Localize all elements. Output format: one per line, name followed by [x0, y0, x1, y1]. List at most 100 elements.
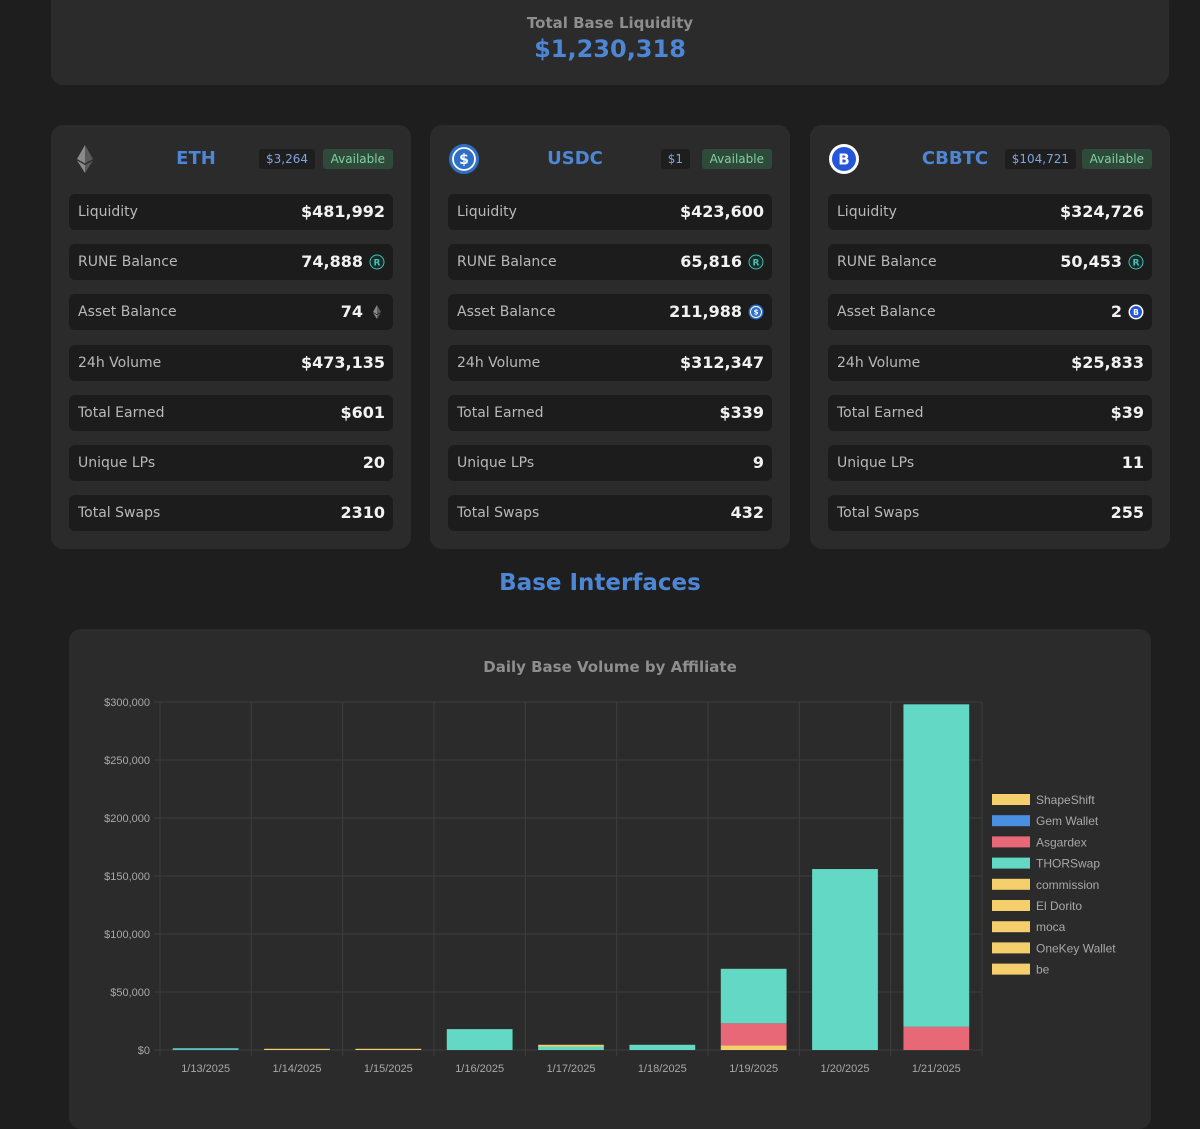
bar-segment — [538, 1044, 604, 1047]
legend-swatch — [992, 900, 1030, 911]
stat-label: Unique LPs — [78, 455, 156, 471]
stat-row: Liquidity $324,726 — [828, 194, 1152, 230]
stat-row: Total Earned $601 — [69, 394, 393, 431]
status-badge: Available — [322, 149, 393, 169]
stat-label: Liquidity — [457, 204, 517, 220]
bar-segment — [720, 1023, 787, 1046]
x-tick-label: 1/18/2025 — [638, 1063, 687, 1075]
stat-label: Asset Balance — [837, 304, 936, 321]
rune-icon: R — [748, 254, 764, 270]
stat-row: Total Earned $39 — [828, 394, 1152, 431]
svg-text:R: R — [753, 259, 760, 269]
stat-value: 65,816 — [680, 252, 742, 272]
stat-label: 24h Volume — [78, 354, 162, 371]
stat-value: 255 — [1110, 503, 1144, 523]
svg-text:B: B — [838, 151, 849, 169]
stat-label: Asset Balance — [78, 304, 177, 321]
stat-value: 2310 — [340, 503, 385, 523]
bar-segment — [172, 1048, 239, 1050]
legend-label: OneKey Wallet — [1036, 941, 1116, 955]
x-tick-label: 1/21/2025 — [912, 1063, 961, 1075]
cbbtc-icon: B — [828, 143, 860, 175]
legend-swatch — [992, 794, 1030, 805]
stat-label: RUNE Balance — [837, 254, 937, 271]
legend-swatch — [992, 836, 1030, 848]
stat-label: Total Earned — [457, 404, 544, 421]
y-tick-label: $200,000 — [104, 813, 150, 825]
bar-segment — [629, 1044, 696, 1050]
legend-swatch — [992, 815, 1030, 827]
bar-segment — [538, 1046, 604, 1050]
svg-text:$: $ — [459, 152, 469, 168]
legend-swatch — [992, 857, 1030, 869]
stat-label: Total Earned — [78, 404, 165, 421]
stat-label: RUNE Balance — [78, 254, 178, 271]
chart-card: Daily Base Volume by Affiliate $0 $50,000… — [69, 629, 1151, 1129]
pool-price-badge: $104,721 — [1004, 149, 1076, 169]
stat-value: 432 — [730, 503, 764, 523]
stat-label: Total Earned — [837, 404, 924, 421]
stat-label: Unique LPs — [837, 455, 915, 471]
daily-volume-chart: $0 $50,000 $100,000 $150,000 $200,000 $250,00… — [104, 697, 1116, 1075]
legend-label: THORSwap — [1036, 857, 1100, 871]
total-liquidity-label: Total Base Liquidity — [526, 14, 694, 32]
pool-card-header: B CBBTC $104,721 Available — [828, 141, 1152, 177]
legend-label: El Dorito — [1036, 899, 1082, 913]
stat-value: 20 — [362, 453, 385, 472]
section-title: Base Interfaces — [499, 570, 701, 596]
legend-label: Gem Wallet — [1036, 814, 1099, 828]
stat-value: 211,988 — [669, 302, 742, 322]
svg-text:R: R — [1133, 259, 1140, 269]
chart-title: Daily Base Volume by Affiliate — [483, 658, 737, 676]
stat-value: $312,347 — [679, 352, 764, 372]
stat-label: Total Swaps — [837, 505, 920, 522]
rune-icon: R — [1128, 254, 1144, 270]
pool-price-badge: $3,264 — [259, 149, 315, 169]
pool-card-usdc: $ USDC $1 Available Liquidity $423,600 R… — [430, 125, 790, 549]
x-tick-label: 1/17/2025 — [547, 1063, 596, 1075]
stat-value: $601 — [340, 402, 385, 422]
rune-icon: R — [369, 254, 385, 270]
stat-value: $25,833 — [1071, 352, 1144, 372]
x-tick-label: 1/13/2025 — [181, 1063, 230, 1075]
bar-segment — [720, 968, 787, 1024]
legend-swatch — [992, 921, 1030, 933]
svg-text:$: $ — [754, 309, 759, 317]
cbbtc-icon: B — [1128, 304, 1144, 320]
stat-row: RUNE Balance 65,816 R — [448, 244, 772, 281]
stat-value: 74,888 — [301, 252, 363, 272]
eth-icon — [369, 304, 385, 320]
svg-text:B: B — [1133, 308, 1139, 317]
stat-value: 9 — [752, 453, 764, 472]
stat-row: Asset Balance 74 — [69, 294, 393, 331]
stat-row: Total Swaps 432 — [448, 495, 772, 532]
stat-row: Total Swaps 255 — [828, 495, 1152, 532]
stat-label: Total Swaps — [78, 505, 161, 522]
stat-value: $324,726 — [1059, 202, 1144, 221]
stat-row: Total Earned $339 — [448, 394, 772, 431]
bar-segment — [812, 869, 878, 1050]
stat-value: $481,992 — [300, 202, 385, 221]
stat-row: Liquidity $481,992 — [69, 194, 393, 230]
stat-row: 24h Volume $25,833 — [828, 344, 1152, 381]
y-tick-label: $50,000 — [110, 987, 150, 999]
pool-price-badge: $1 — [660, 149, 690, 169]
bar-segment — [264, 1048, 330, 1050]
stat-row: Asset Balance 211,988 $ — [448, 294, 772, 331]
x-tick-label: 1/19/2025 — [729, 1063, 778, 1075]
svg-text:R: R — [374, 259, 381, 269]
legend-swatch — [992, 963, 1030, 975]
bar-segment — [446, 1029, 513, 1050]
pool-name: CBBTC — [921, 148, 989, 169]
total-liquidity-value: $1,230,318 — [534, 35, 686, 63]
stat-row: Asset Balance 2 B — [828, 294, 1152, 331]
stat-label: 24h Volume — [457, 354, 541, 371]
stat-row: 24h Volume $312,347 — [448, 344, 772, 381]
stat-value: 11 — [1121, 453, 1144, 472]
stat-value: 50,453 — [1060, 252, 1122, 272]
bar-segment — [903, 704, 970, 1027]
x-tick-label: 1/14/2025 — [273, 1063, 322, 1075]
stat-row: Unique LPs 9 — [448, 445, 772, 481]
legend-swatch — [992, 942, 1030, 954]
pool-name: ETH — [176, 148, 216, 169]
